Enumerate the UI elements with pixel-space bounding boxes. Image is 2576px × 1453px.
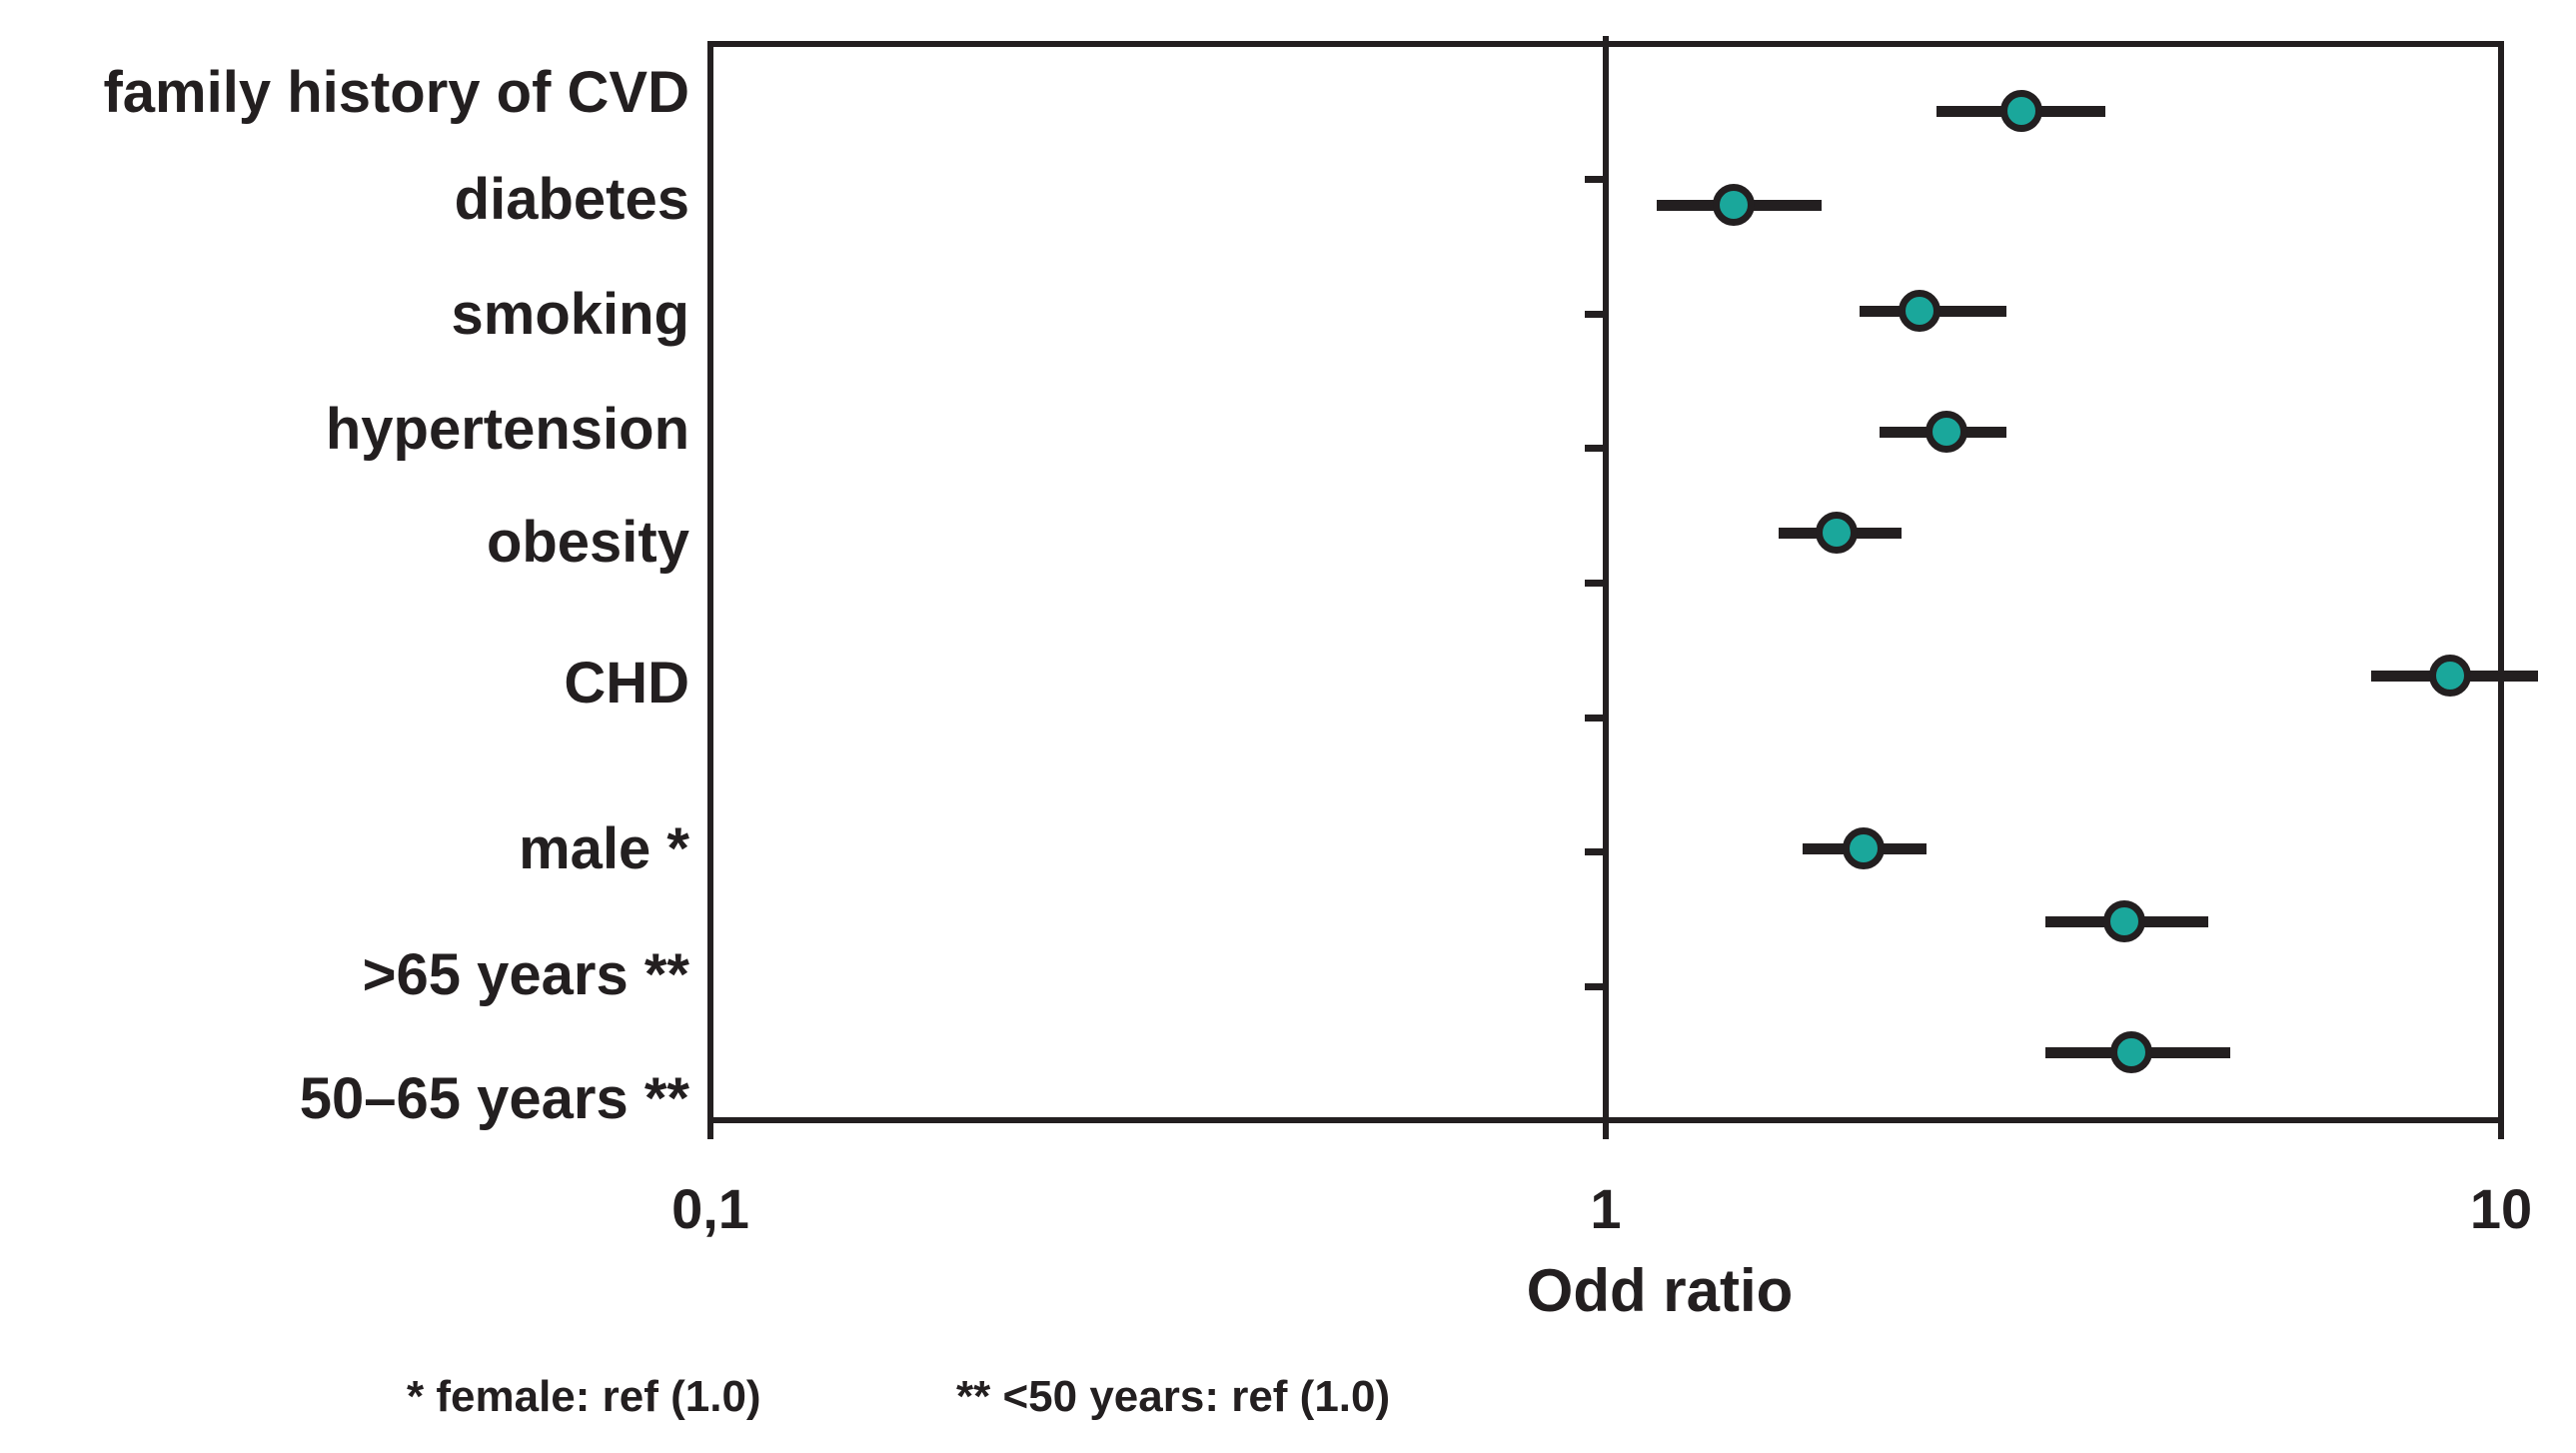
point-marker (1999, 90, 2042, 132)
x-axis-title: Odd ratio (1526, 1257, 1794, 1324)
footnote-age-ref: ** <50 years: ref (1.0) (956, 1372, 1391, 1421)
x-tick-label: 0,1 (671, 1177, 749, 1240)
category-label: family history of CVD (103, 60, 689, 125)
category-label: CHD (564, 651, 689, 716)
point-marker (1898, 290, 1940, 332)
x-tick-label: 10 (2469, 1177, 2533, 1240)
point-marker (1842, 827, 1885, 869)
x-axis-tick (707, 1123, 713, 1139)
point-marker (2109, 1031, 2152, 1073)
y-axis-tick (1585, 311, 1603, 318)
y-axis-tick (1585, 715, 1603, 722)
x-axis-tick (1603, 1123, 1609, 1139)
y-axis-tick (1585, 445, 1603, 452)
y-axis-tick (1585, 848, 1603, 855)
point-marker (2103, 900, 2146, 942)
category-label: male * (519, 816, 689, 881)
x-tick-label: 1 (1590, 1177, 1622, 1240)
x-axis-tick (2498, 1123, 2504, 1139)
category-label: hypertension (325, 397, 689, 462)
y-axis-tick (1585, 176, 1603, 183)
category-label: >65 years ** (362, 942, 689, 1007)
point-marker (1925, 411, 1967, 453)
point-marker (2429, 655, 2472, 697)
y-axis-tick (1585, 983, 1603, 990)
category-label: diabetes (454, 167, 689, 232)
point-marker (1815, 512, 1858, 554)
category-label: obesity (486, 510, 689, 575)
category-label: 50–65 years ** (299, 1066, 689, 1131)
point-marker (1713, 184, 1756, 226)
footnote-female-ref: * female: ref (1.0) (407, 1372, 761, 1421)
category-label: smoking (451, 282, 690, 347)
reference-line-or-1 (1603, 36, 1609, 1139)
y-axis-tick (1585, 580, 1603, 587)
